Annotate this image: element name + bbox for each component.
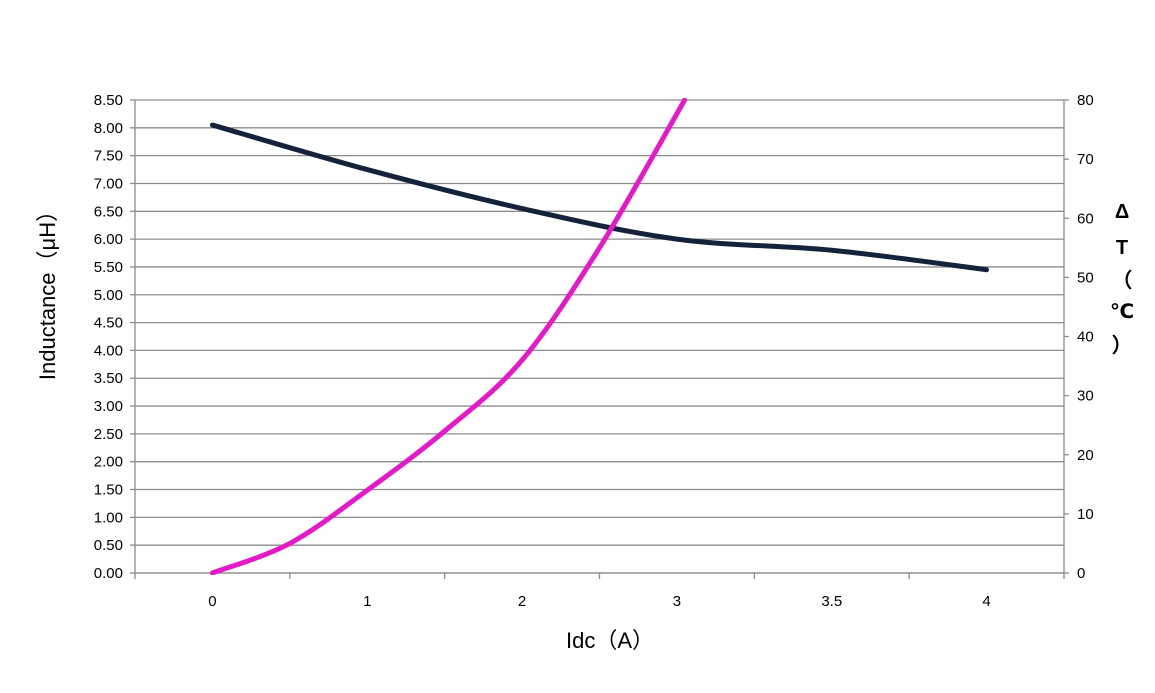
y2-axis-title-char: Δ	[1115, 201, 1129, 223]
series-line-delta-t	[209, 98, 688, 575]
y-tick-label: 1.00	[94, 509, 123, 526]
axes	[130, 99, 1069, 579]
y-tick-label: 8.00	[94, 120, 123, 137]
y2-tick-label: 40	[1077, 329, 1094, 346]
y2-tick-label: 70	[1077, 151, 1094, 168]
y-tick-label: 3.50	[94, 370, 123, 387]
y-tick-label: 1.50	[94, 482, 123, 499]
x-tick-label: 4	[982, 593, 990, 610]
y-tick-label: 7.00	[94, 175, 123, 192]
x-axis-title: Idc（A）	[566, 628, 654, 653]
y-axis-tick-labels: 0.00 0.50 1.00 1.50 2.00 2.50 3.00 3.50 4.00 4.50…	[94, 92, 123, 582]
y-tick-label: 4.00	[94, 342, 123, 359]
y2-axis-title-char: T	[1116, 237, 1128, 259]
y-tick-label: 6.00	[94, 231, 123, 248]
y2-tick-label: 0	[1077, 565, 1085, 582]
y-tick-label: 5.00	[94, 287, 123, 304]
y2-tick-label: 10	[1077, 506, 1094, 523]
y-tick-label: 4.50	[94, 315, 123, 332]
x-tick-label: 0	[208, 593, 216, 610]
y2-tick-label: 20	[1077, 447, 1094, 464]
x-tick-label: 2	[518, 593, 526, 610]
y-axis-title: Inductance（μH）	[35, 200, 60, 380]
y2-axis-title: ΔT （ ℃ ）	[1110, 201, 1134, 357]
y2-tick-label: 30	[1077, 388, 1094, 405]
y2-tick-label: 60	[1077, 210, 1094, 227]
y2-tick-label: 50	[1077, 269, 1094, 286]
gridlines	[135, 99, 1064, 574]
y-tick-label: 3.00	[94, 398, 123, 415]
y-tick-label: 2.00	[94, 454, 123, 471]
y-tick-label: 6.50	[94, 203, 123, 220]
y2-axis-title-char: （	[1112, 269, 1132, 292]
y-tick-label: 5.50	[94, 259, 123, 276]
y-tick-label: 0.00	[94, 565, 123, 582]
y2-axis-title-char: ℃	[1110, 301, 1134, 323]
y-tick-label: 0.50	[94, 537, 123, 554]
y-tick-label: 8.50	[94, 92, 123, 109]
y-tick-label: 7.50	[94, 148, 123, 165]
x-axis-tick-labels: 0 1 2 3 3.5 4	[208, 593, 991, 610]
y2-tick-label: 80	[1077, 92, 1094, 109]
y-tick-label: 2.50	[94, 426, 123, 443]
series-lines	[209, 98, 990, 575]
x-tick-label: 1	[363, 593, 371, 610]
y2-axis-tick-labels: 0 10 20 30 40 50 60 70 80	[1077, 92, 1094, 582]
x-tick-label: 3	[673, 593, 681, 610]
y2-axis-title-char: ）	[1112, 334, 1132, 357]
series-line-inductance	[209, 122, 990, 273]
x-tick-label: 3.5	[821, 593, 842, 610]
